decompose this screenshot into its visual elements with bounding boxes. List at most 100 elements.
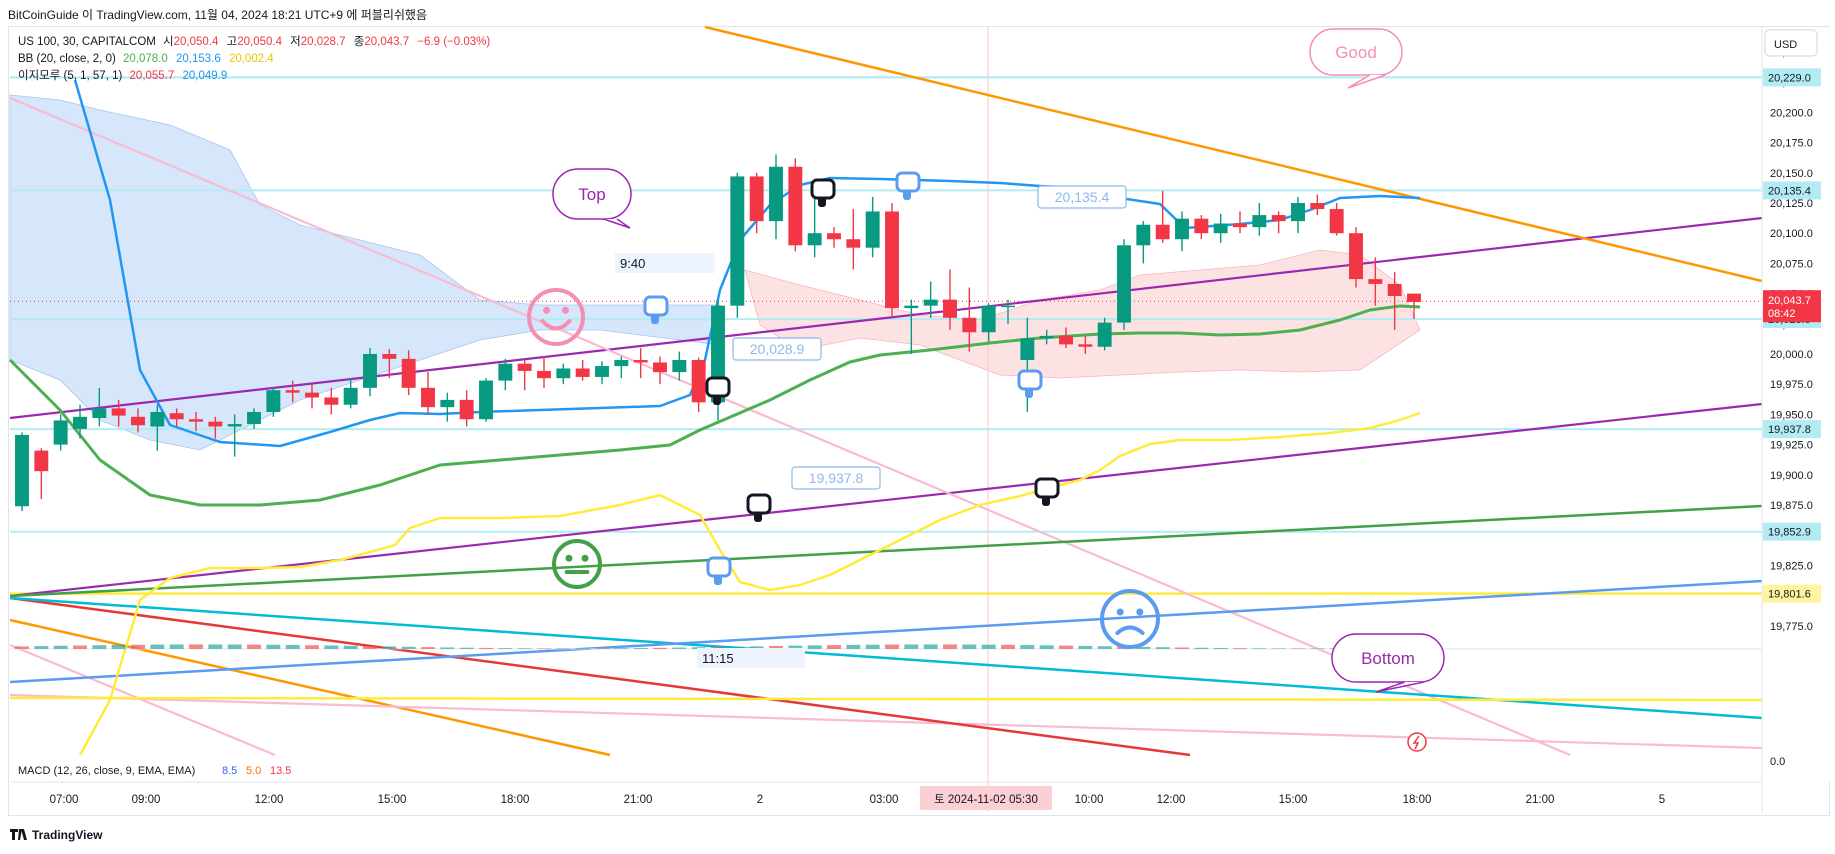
candle-body[interactable]	[343, 387, 358, 405]
candle-body[interactable]	[846, 239, 861, 248]
candle-body[interactable]	[556, 368, 571, 379]
candle-body[interactable]	[1001, 305, 1015, 308]
candle-body[interactable]	[1407, 293, 1421, 303]
y-tick-label[interactable]: 19,825.0	[1770, 560, 1813, 572]
candle-body[interactable]	[131, 416, 145, 426]
price-axis[interactable]: 20,250.020,225.020,200.020,175.020,150.0…	[1761, 27, 1830, 812]
price-badge-label[interactable]: 20,135.4	[1768, 185, 1811, 197]
tradingview-logo-icon[interactable]: TradingView	[8, 825, 128, 845]
candle-body[interactable]	[1194, 218, 1209, 234]
candle-body[interactable]	[730, 176, 745, 306]
currency-label[interactable]: USD	[1774, 39, 1797, 51]
x-tick-label[interactable]: 12:00	[255, 794, 284, 806]
good-label[interactable]: Good	[1335, 43, 1377, 62]
candle-body[interactable]	[401, 358, 416, 388]
y-tick-label[interactable]: 20,100.0	[1770, 228, 1813, 240]
y-tick-label[interactable]: 20,175.0	[1770, 138, 1813, 150]
candle-body[interactable]	[827, 233, 841, 240]
candle-body[interactable]	[614, 360, 629, 367]
candle-body[interactable]	[227, 424, 242, 427]
x-tick-label[interactable]: 12:00	[1157, 794, 1186, 806]
last-price-value[interactable]: 20,043.7	[1768, 295, 1811, 307]
candle-body[interactable]	[981, 305, 996, 333]
candle-body[interactable]	[34, 450, 49, 472]
y-tick-label[interactable]: 20,000.0	[1770, 349, 1813, 361]
bottom-label[interactable]: Bottom	[1361, 649, 1415, 668]
callout-19937-text[interactable]: 19,937.8	[809, 470, 864, 486]
y-tick-label[interactable]: 20,075.0	[1770, 258, 1813, 270]
candle-body[interactable]	[807, 233, 822, 246]
candle-body[interactable]	[1175, 218, 1189, 240]
candle-body[interactable]	[1349, 233, 1363, 280]
candle-body[interactable]	[305, 392, 319, 398]
candle-body[interactable]	[479, 380, 493, 420]
macd-zero-tick[interactable]: 0.0	[1770, 756, 1785, 768]
candle-body[interactable]	[73, 416, 87, 429]
candle-body[interactable]	[111, 408, 126, 416]
x-tick-label[interactable]: 15:00	[1279, 794, 1308, 806]
y-tick-label[interactable]: 19,950.0	[1770, 409, 1813, 421]
candle-body[interactable]	[943, 299, 957, 318]
candle-body[interactable]	[266, 390, 281, 412]
candle-body[interactable]	[1059, 335, 1073, 345]
candle-body[interactable]	[1117, 245, 1131, 323]
legend-symbol[interactable]: US 100, 30, CAPITALCOM	[18, 36, 156, 48]
candle-body[interactable]	[285, 390, 300, 393]
candle-body[interactable]	[769, 166, 783, 222]
y-tick-label[interactable]: 20,200.0	[1770, 107, 1813, 119]
candle-body[interactable]	[653, 362, 667, 373]
candle-body[interactable]	[904, 305, 919, 309]
candle-body[interactable]	[421, 387, 435, 408]
candle-body[interactable]	[440, 399, 455, 408]
x-tick-label[interactable]: 07:00	[50, 794, 79, 806]
candle-body[interactable]	[1136, 224, 1151, 246]
candle-body[interactable]	[1252, 215, 1267, 228]
candle-body[interactable]	[633, 360, 648, 363]
candle-body[interactable]	[537, 370, 551, 379]
legend-ichimoku-label[interactable]: 이지모루 (5, 1, 57, 1)	[18, 70, 123, 82]
candle-body[interactable]	[1097, 322, 1112, 347]
callout-20135-text[interactable]: 20,135.4	[1055, 189, 1110, 205]
candle-body[interactable]	[1368, 279, 1383, 284]
candle-body[interactable]	[1329, 209, 1344, 234]
y-tick-label[interactable]: 19,775.0	[1770, 621, 1813, 633]
candle-body[interactable]	[1078, 344, 1093, 347]
y-tick-label[interactable]: 20,150.0	[1770, 168, 1813, 180]
candle-body[interactable]	[189, 419, 203, 422]
y-tick-label[interactable]: 19,875.0	[1770, 500, 1813, 512]
candle-body[interactable]	[691, 360, 706, 403]
x-tick-label[interactable]: 15:00	[378, 794, 407, 806]
crosshair-date-label[interactable]: 토 2024-11-02 05:30	[934, 794, 1038, 806]
time-axis[interactable]: 07:00 09:00 12:00 15:00 18:00 21:00 2 03:00 10:0…	[10, 781, 1762, 810]
x-tick-label[interactable]: 18:00	[501, 794, 530, 806]
lightning-icon[interactable]	[1407, 732, 1427, 752]
candle-body[interactable]	[382, 354, 397, 359]
callout-20028-text[interactable]: 20,028.9	[750, 341, 805, 357]
legend-ichimoku-row[interactable]: 이지모루 (5, 1, 57, 1) 20,055.7 20,049.9	[18, 68, 490, 85]
top-label[interactable]: Top	[578, 185, 605, 204]
candle-body[interactable]	[1039, 335, 1054, 339]
price-badge-label[interactable]: 19,801.6	[1768, 589, 1811, 601]
candles[interactable]	[15, 154, 1421, 512]
candle-body[interactable]	[53, 420, 68, 445]
time-label-940[interactable]: 9:40	[620, 256, 645, 271]
currency-box[interactable]	[1764, 29, 1818, 57]
annotations[interactable]: Top Good Bottom 20,135.4 20,028.9 19,937.8 9:4…	[527, 28, 1445, 752]
candle-body[interactable]	[363, 354, 377, 388]
legend-bb-row[interactable]: BB (20, close, 2, 0) 20,078.0 20,153.6 2…	[18, 51, 490, 68]
candle-body[interactable]	[1271, 215, 1286, 222]
candle-body[interactable]	[885, 211, 899, 309]
price-badge-label[interactable]: 19,937.8	[1768, 424, 1811, 436]
candle-body[interactable]	[1020, 338, 1035, 361]
candle-body[interactable]	[459, 399, 474, 420]
candle-body[interactable]	[1387, 283, 1402, 297]
candle-body[interactable]	[517, 363, 532, 371]
candle-body[interactable]	[15, 434, 29, 507]
candle-body[interactable]	[1213, 223, 1228, 234]
candle-body[interactable]	[749, 176, 764, 222]
candle-body[interactable]	[962, 317, 977, 333]
candle-body[interactable]	[788, 166, 803, 246]
y-tick-label[interactable]: 20,125.0	[1770, 198, 1813, 210]
